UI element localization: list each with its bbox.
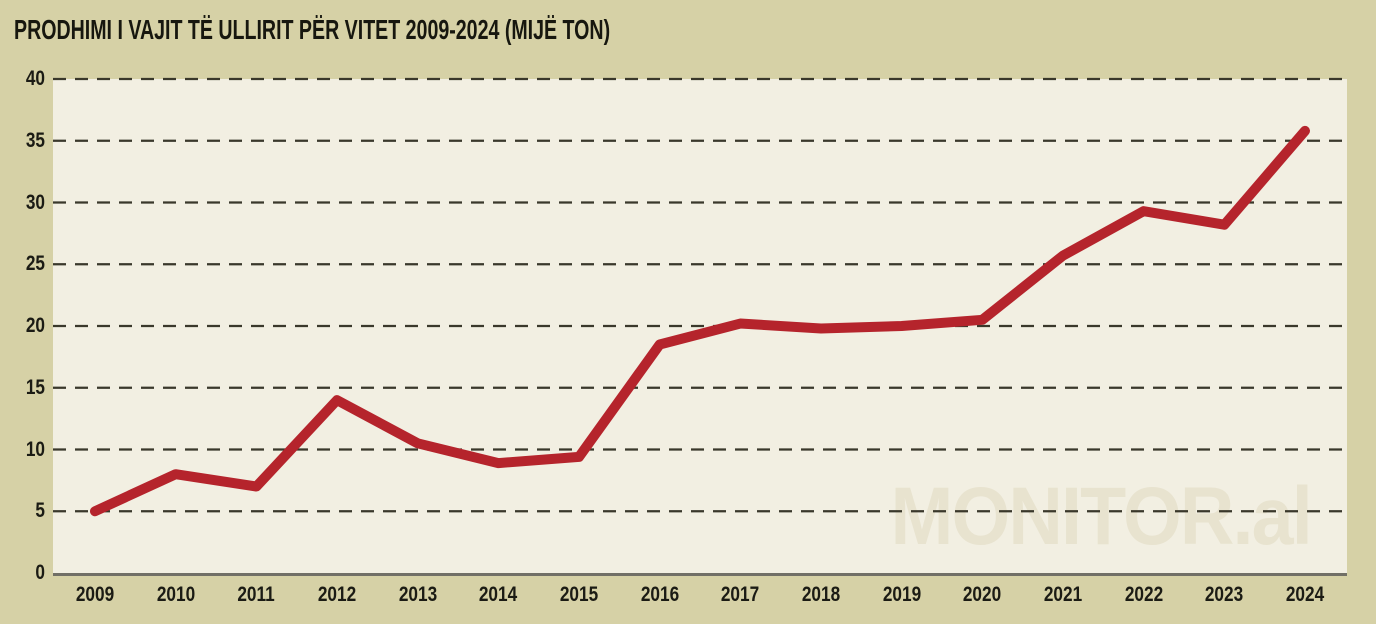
x-axis-label: 2019 (882, 583, 921, 606)
x-axis-label: 2010 (156, 583, 195, 606)
x-axis-label: 2021 (1043, 583, 1083, 606)
y-axis-label: 25 (25, 252, 45, 276)
x-axis-label: 2013 (398, 583, 437, 606)
y-axis-label: 40 (25, 67, 45, 90)
data-line-series (90, 125, 1310, 517)
y-axis-label: 20 (25, 314, 45, 337)
x-axis-label: 2024 (1285, 583, 1325, 606)
x-axis-label: 2022 (1124, 583, 1163, 606)
x-axis-label: 2020 (963, 583, 1002, 606)
watermark-logo: MONITOR.al (890, 471, 1313, 563)
x-axis-label: 2014 (479, 583, 518, 606)
x-axis-label: 2011 (237, 583, 276, 606)
line-chart (53, 77, 1347, 517)
y-axis-label: 0 (35, 561, 45, 584)
x-axis-label: 2015 (559, 583, 599, 606)
x-axis-label: 2009 (75, 583, 115, 606)
y-axis-label: 35 (25, 128, 45, 152)
x-axis-label: 2017 (721, 583, 760, 606)
y-axis-label: 30 (25, 190, 45, 214)
x-axis-label: 2012 (317, 583, 357, 606)
x-axis-label: 2018 (801, 583, 841, 606)
x-axis-label: 2023 (1205, 583, 1244, 606)
x-axis-label: 2016 (640, 583, 679, 606)
y-axis-label: 15 (25, 375, 45, 399)
chart-title: PRODHIMI I VAJIT TË ULLIRIT PËR VITET 20… (14, 14, 611, 45)
plot-area: MONITOR.al (53, 77, 1347, 576)
y-axis-label: 10 (25, 437, 45, 461)
y-axis-label: 5 (35, 499, 45, 523)
